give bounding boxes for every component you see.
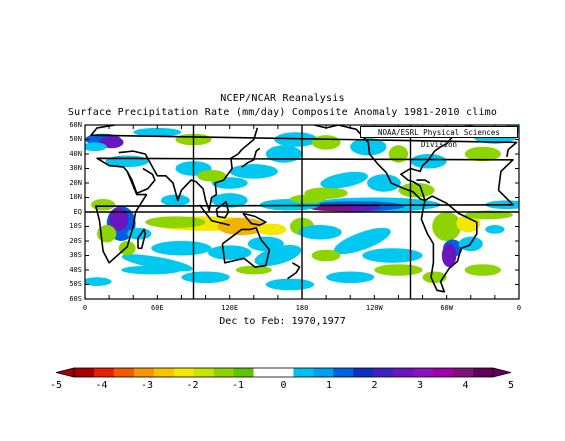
title-line-2: Surface Precipitation Rate (mm/day) Comp… (67, 107, 498, 118)
anomaly-patch (181, 271, 230, 284)
reference-lines (85, 125, 519, 299)
anomaly-patch (304, 187, 348, 199)
lon-label: 0 (516, 304, 522, 312)
anomaly-patch (456, 214, 481, 233)
coastline (198, 204, 230, 226)
colorbar-tick-label: 5 (507, 380, 515, 391)
anomaly-patch (398, 183, 435, 198)
anomaly-patch (311, 135, 341, 150)
lat-label: 60S (69, 294, 82, 303)
coastline (420, 195, 478, 293)
anomaly-patch (388, 145, 409, 163)
lon-label: 120E (221, 304, 239, 312)
coastline (242, 212, 267, 226)
anomaly-patch (265, 278, 315, 291)
map-ticks (84, 124, 520, 300)
colorbar-tick-label: 1 (325, 380, 333, 391)
coastlines (90, 125, 518, 293)
coastline (215, 201, 230, 219)
anomaly-patch (333, 227, 391, 255)
colorbar-tick-label: -2 (186, 380, 199, 391)
lat-label: EQ (73, 207, 82, 216)
anomaly-patch (151, 241, 212, 256)
anomaly-patch (211, 193, 248, 208)
lon-label: 60E (151, 304, 164, 312)
anomaly-patch (485, 225, 505, 234)
title-line-1: NCEP/NCAR Reanalysis (220, 93, 345, 104)
anomaly-patch (326, 271, 375, 284)
anomaly-patch (410, 154, 447, 169)
coastline (221, 227, 271, 268)
anomaly-patch (217, 217, 266, 236)
lat-label: 50N (69, 135, 82, 143)
lon-label: 120W (365, 304, 383, 312)
lat-label: 30N (69, 164, 82, 172)
lon-label: 60W (440, 304, 453, 312)
colorbar-tick-label: 2 (371, 380, 378, 391)
coastline (126, 167, 156, 194)
lat-label: 10S (69, 222, 82, 230)
anomaly-patch (118, 241, 136, 256)
anomaly-patch (432, 212, 462, 241)
lon-label: 180 (295, 304, 309, 312)
lon-label: 0 (82, 304, 88, 312)
anomaly-patch (91, 198, 116, 211)
lat-label: 30S (69, 251, 82, 259)
colorbar-tick-label: 3 (416, 380, 424, 391)
anomaly-patch (197, 169, 227, 182)
lat-label: 50S (69, 280, 82, 288)
lat-label: 10N (69, 193, 82, 201)
coastline (137, 228, 147, 250)
anomaly-patch (121, 254, 193, 272)
anomaly-patch (310, 205, 354, 211)
anomaly-patch (109, 207, 129, 231)
lat-label: 20N (69, 178, 82, 187)
colorbar-tick-label: -5 (49, 380, 63, 391)
lat-label: 40N (69, 149, 82, 158)
anomaly-patch (257, 223, 287, 236)
lat-label: 20S (69, 236, 82, 245)
colorbar-tick-label: -4 (95, 380, 108, 391)
coastline (118, 127, 259, 212)
colorbar-tick-label: 4 (462, 380, 469, 391)
colorbar-tick-label: 0 (280, 380, 287, 391)
coastline (287, 262, 301, 280)
anomaly-patch (265, 145, 302, 163)
period-label: Dec to Feb: 1970,1977 (219, 316, 346, 327)
anomaly-patch (207, 245, 252, 260)
lat-label: 40S (69, 265, 82, 274)
anomaly-patch (464, 146, 501, 162)
coastline (95, 157, 514, 264)
anomaly-patch (85, 277, 112, 286)
anomaly-patch (121, 265, 182, 275)
coastline (241, 147, 261, 168)
anomaly-patch (298, 225, 342, 240)
coastline (416, 179, 431, 184)
colorbar-tick-label: -3 (140, 380, 154, 391)
anomaly-patch (464, 264, 501, 276)
anomaly-patch (274, 132, 318, 147)
colorbar-tick-label: -1 (231, 380, 245, 391)
credit-label: NOAA/ESRL Physical Sciences Division (360, 126, 518, 149)
anomaly-patch (441, 243, 457, 268)
anomaly-patch (367, 174, 401, 192)
anomaly-patch (229, 164, 278, 179)
lat-label: 60N (69, 120, 82, 129)
coastline (90, 125, 518, 158)
anomaly-patch (320, 171, 368, 189)
anomaly-patch (85, 142, 107, 152)
anomaly-patch (362, 248, 423, 263)
anomaly-patch (464, 210, 513, 220)
anomaly-patch (160, 194, 190, 207)
anomaly-patch (235, 265, 272, 275)
anomaly-patch (133, 127, 182, 137)
anomaly-patch (145, 216, 206, 228)
anomaly-patch (311, 249, 341, 262)
anomaly-patch (374, 264, 423, 276)
